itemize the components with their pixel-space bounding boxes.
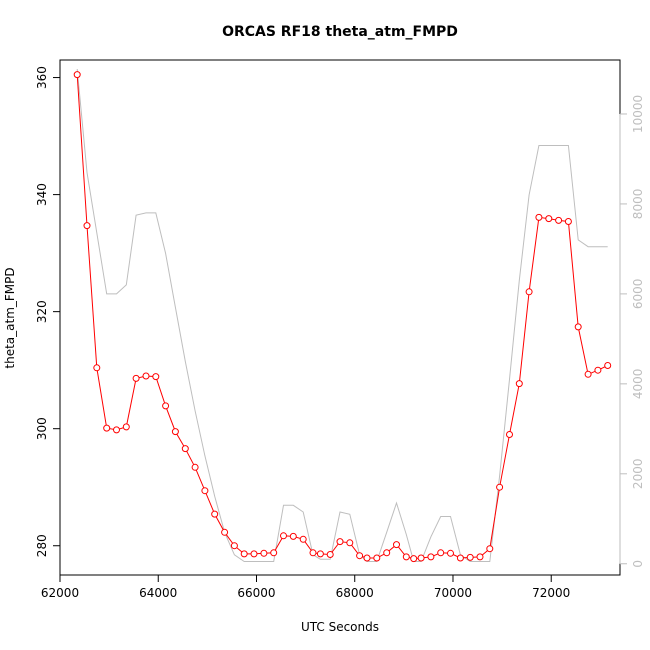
x-axis: 62000 64000 66000 68000 70000 72000 xyxy=(41,574,570,600)
data-point xyxy=(201,487,209,495)
data-point xyxy=(447,549,454,557)
y-tick-label: 360 xyxy=(35,66,49,89)
data-point xyxy=(181,445,189,453)
data-point xyxy=(515,380,523,388)
data-point xyxy=(564,218,572,225)
data-point xyxy=(574,323,582,331)
data-point xyxy=(132,374,140,382)
data-point xyxy=(122,423,130,431)
data-point xyxy=(103,424,111,432)
data-point xyxy=(476,553,484,561)
chart-title: ORCAS RF18 theta_atm_FMPD xyxy=(222,24,458,40)
data-point xyxy=(417,554,425,562)
data-point xyxy=(171,428,179,436)
data-point xyxy=(584,370,592,378)
data-point xyxy=(260,549,268,557)
data-point xyxy=(316,550,324,558)
data-point xyxy=(240,550,248,558)
x-tick-label: 64000 xyxy=(139,586,177,600)
x-tick-label: 62000 xyxy=(41,586,79,600)
data-point xyxy=(142,372,150,380)
y2-axis: 0 2000 4000 6000 8000 10000 xyxy=(619,95,645,568)
data-point xyxy=(393,541,400,549)
secondary-series xyxy=(76,68,608,562)
y2-tick-label: 10000 xyxy=(631,95,645,133)
data-point xyxy=(545,215,553,223)
data-point xyxy=(250,550,258,558)
x-tick-label: 68000 xyxy=(336,586,374,600)
data-point xyxy=(93,364,101,372)
y-axis-label: theta_atm_FMPD xyxy=(3,267,17,368)
data-point xyxy=(230,542,238,550)
x-tick-label: 66000 xyxy=(237,586,275,600)
data-point xyxy=(535,213,543,221)
x-tick-label: 70000 xyxy=(434,586,472,600)
y-axis: 280 300 320 340 360 xyxy=(35,66,61,557)
primary-series xyxy=(73,71,612,563)
y2-tick-label: 4000 xyxy=(631,369,645,400)
data-point xyxy=(486,545,494,553)
data-point xyxy=(152,373,160,381)
data-point xyxy=(466,553,474,561)
data-point xyxy=(410,555,418,563)
secondary-series-line xyxy=(76,68,608,562)
data-point xyxy=(496,483,504,491)
plot-frame xyxy=(59,59,621,576)
data-point xyxy=(525,288,533,296)
data-point xyxy=(506,431,513,438)
data-point xyxy=(373,554,381,562)
data-point xyxy=(270,549,278,557)
x-tick-label: 72000 xyxy=(532,586,570,600)
y-tick-label: 320 xyxy=(35,300,49,323)
data-point xyxy=(427,553,435,561)
data-point xyxy=(221,528,229,536)
data-point xyxy=(289,532,297,540)
data-point xyxy=(83,222,91,230)
y-tick-label: 340 xyxy=(35,183,49,206)
data-point xyxy=(594,366,602,374)
data-point xyxy=(383,549,391,557)
y2-tick-label: 8000 xyxy=(631,189,645,220)
data-point xyxy=(437,549,445,557)
data-point xyxy=(356,552,364,560)
data-point xyxy=(555,216,563,224)
y2-tick-label: 2000 xyxy=(631,459,645,490)
data-point xyxy=(402,553,410,561)
y2-tick-label: 0 xyxy=(631,560,645,568)
data-point xyxy=(73,71,81,79)
data-point xyxy=(309,549,317,557)
y-tick-label: 300 xyxy=(35,417,49,440)
data-point xyxy=(299,535,307,543)
data-point xyxy=(346,539,354,547)
data-point xyxy=(456,554,464,562)
data-point xyxy=(604,362,612,369)
x-axis-label: UTC Seconds xyxy=(301,620,379,634)
data-point xyxy=(211,510,219,518)
data-point xyxy=(191,463,199,471)
data-point xyxy=(280,532,287,540)
data-point xyxy=(336,538,344,546)
y-tick-label: 280 xyxy=(35,534,49,557)
y2-tick-label: 6000 xyxy=(631,279,645,310)
primary-series-line xyxy=(76,74,608,560)
data-point xyxy=(113,426,120,434)
data-point xyxy=(162,402,170,410)
data-point xyxy=(326,551,334,558)
data-point xyxy=(363,554,371,562)
